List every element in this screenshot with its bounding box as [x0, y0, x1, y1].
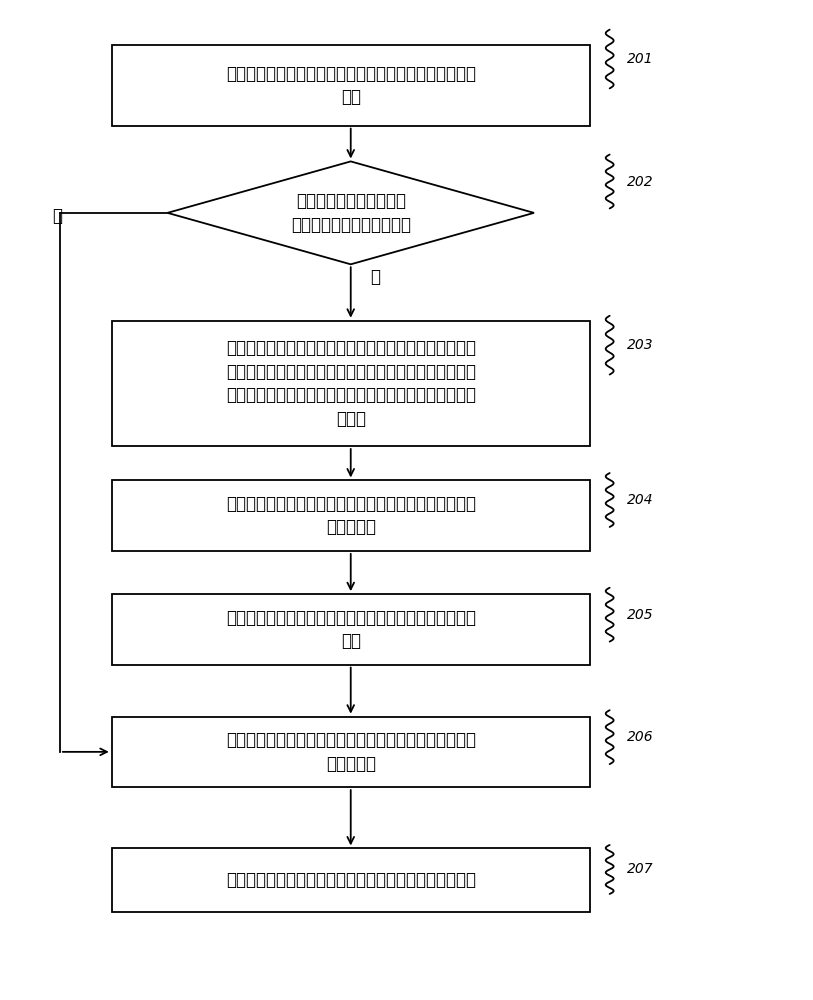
Bar [111, 321, 589, 446]
Text: 从所述小区切换列表中确定包含第一标识的小区为第一目
标小区；所述第一标识用于指示所述第一目标小区为高速
服务小区；所述高速服务小区为高铁轨道预置距离范围内
的小: 从所述小区切换列表中确定包含第一标识的小区为第一目 标小区；所述第一标识用于指示… [226, 339, 476, 428]
Text: 202: 202 [627, 174, 654, 188]
Bar [111, 594, 589, 665]
Text: 201: 201 [627, 52, 654, 66]
Text: 否: 否 [53, 207, 63, 225]
Text: 所述终端设备将所述当前的服务小区切换至所述第二目标
小区: 所述终端设备将所述当前的服务小区切换至所述第二目标 小区 [226, 609, 476, 650]
Text: 所述终端设备根据信号强度从所述第一目标小区中确定第
二目标小区: 所述终端设备根据信号强度从所述第一目标小区中确定第 二目标小区 [226, 495, 476, 536]
Text: 是: 是 [371, 268, 380, 286]
Text: 所述终端设备判断当前的
运动速度是否超过第一阈值: 所述终端设备判断当前的 运动速度是否超过第一阈值 [291, 192, 411, 234]
Text: 207: 207 [627, 862, 654, 876]
Text: 206: 206 [627, 730, 654, 744]
Bar [111, 45, 589, 126]
Bar [111, 717, 589, 787]
Bar [111, 480, 589, 551]
Text: 所述终端设备根据信号强度从所述小区切换列表中确定第
三目标小区: 所述终端设备根据信号强度从所述小区切换列表中确定第 三目标小区 [226, 731, 476, 773]
Text: 所述终端设备将当前的服务小区切换至所述第三目标小区: 所述终端设备将当前的服务小区切换至所述第三目标小区 [226, 871, 476, 889]
Text: 203: 203 [627, 338, 654, 352]
Text: 终端设备获取当前的服务小区对应的基站发送的小区切换
列表: 终端设备获取当前的服务小区对应的基站发送的小区切换 列表 [226, 65, 476, 106]
Polygon shape [167, 161, 534, 264]
Text: 205: 205 [627, 608, 654, 622]
Bar [111, 848, 589, 912]
Text: 204: 204 [627, 493, 654, 507]
